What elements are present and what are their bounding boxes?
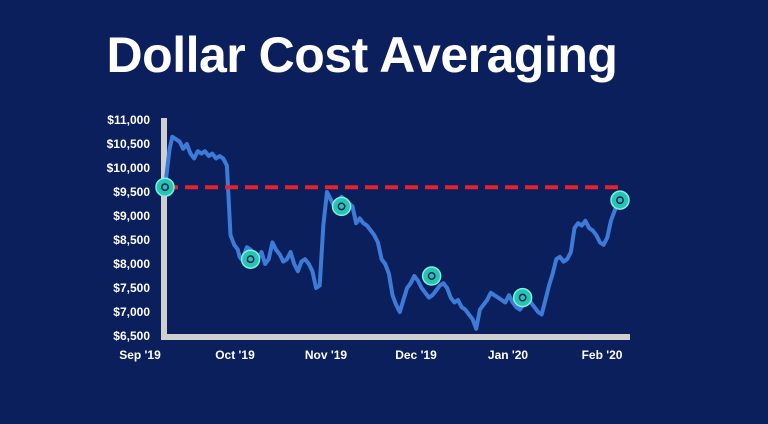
- price-line: [163, 134, 622, 331]
- chart-series: [163, 134, 622, 331]
- x-tick-label: Sep '19: [119, 348, 161, 362]
- x-tick-label: Jan '20: [488, 348, 529, 362]
- chart-title: Dollar Cost Averaging: [106, 27, 618, 83]
- purchase-marker: [512, 287, 533, 308]
- chart-axes: [161, 118, 630, 340]
- x-axis-ticks: Sep '19 Oct '19 Nov '19 Dec '19 Jan '20 Feb '…: [119, 348, 623, 362]
- y-tick-label: $11,000: [107, 113, 150, 127]
- x-tick-label: Nov '19: [305, 348, 348, 362]
- x-tick-label: Dec '19: [395, 348, 437, 362]
- x-tick-label: Feb '20: [582, 348, 623, 362]
- y-tick-label: $10,000: [107, 161, 151, 175]
- purchase-marker: [240, 249, 261, 269]
- x-tick-label: Oct '19: [215, 348, 255, 362]
- y-axis-ticks: $11,000 $10,500 $10,000 $9,500 $9,000 $8,500 $…: [107, 113, 151, 343]
- y-tick-label: $9,000: [113, 209, 150, 223]
- y-tick-label: $7,500: [113, 281, 150, 295]
- y-tick-label: $10,500: [107, 137, 151, 151]
- purchase-marker: [155, 177, 175, 197]
- y-tick-label: $8,000: [113, 257, 150, 271]
- chart-markers: [155, 177, 630, 308]
- purchase-marker: [421, 266, 442, 286]
- y-tick-label: $8,500: [113, 233, 150, 247]
- y-tick-label: $7,000: [113, 305, 150, 319]
- purchase-marker: [331, 196, 352, 217]
- y-tick-label: $6,500: [113, 329, 150, 343]
- y-tick-label: $9,500: [113, 185, 150, 199]
- purchase-marker: [610, 190, 630, 210]
